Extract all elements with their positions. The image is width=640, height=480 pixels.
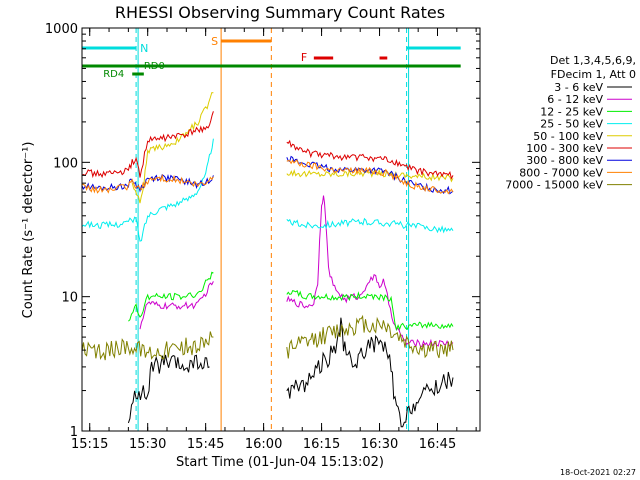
flare-label: F	[301, 51, 307, 64]
x-tick-label: 15:15	[71, 437, 108, 452]
series-line-25-50keV	[81, 138, 214, 242]
y-axis-label: Count Rate (s⁻¹ detector⁻¹)	[21, 142, 36, 319]
series-line-7000-15000keV	[81, 331, 214, 361]
series-line-50-100keV	[131, 92, 214, 204]
legend-entry-label: 800 - 7000 keV	[519, 166, 603, 179]
timestamp: 18-Oct-2021 02:27	[560, 468, 636, 477]
x-tick-label: 16:45	[419, 437, 456, 452]
series-line-25-50keV	[286, 217, 454, 234]
x-tick-label: 16:15	[303, 437, 340, 452]
legend-entry-label: 12 - 25 keV	[540, 105, 603, 118]
series-line-800-7000keV	[82, 173, 214, 194]
legend-header-line: Det 1,3,4,5,6,9,	[550, 54, 636, 67]
series-line-100-300keV	[81, 111, 214, 179]
x-tick-label: 15:45	[187, 437, 224, 452]
series-line-7000-15000keV	[286, 314, 454, 359]
saa-label: S	[211, 35, 218, 48]
legend-entry-label: 300 - 800 keV	[526, 154, 603, 167]
legend-entry-label: 25 - 50 keV	[540, 118, 603, 131]
rd4-label: RD4	[103, 69, 124, 80]
rd0-label: RD0	[144, 61, 165, 72]
series-line-3-6keV	[286, 317, 454, 428]
legend-entry-label: 50 - 100 keV	[533, 130, 603, 143]
x-tick-label: 16:30	[361, 437, 398, 452]
series-line-100-300keV	[286, 139, 454, 180]
series-line-6-12keV	[139, 281, 214, 330]
legend-entry-label: 3 - 6 keV	[554, 81, 603, 94]
series-line-800-7000keV	[286, 159, 454, 195]
series-line-6-12keV	[286, 195, 454, 348]
night-label: N	[140, 42, 148, 55]
y-tick-label: 1000	[45, 22, 78, 37]
legend-entry-label: 7000 - 15000 keV	[505, 179, 603, 192]
series-line-12-25keV	[128, 271, 214, 322]
x-tick-label: 15:30	[129, 437, 166, 452]
series-line-300-800keV	[81, 174, 214, 193]
legend-entry-label: 100 - 300 keV	[526, 142, 603, 155]
legend-header-line: FDecim 1, Att 0	[551, 68, 636, 81]
plot-frame	[81, 27, 481, 432]
legend-entry-label: 6 - 12 keV	[547, 93, 603, 106]
series-line-12-25keV	[286, 289, 454, 332]
chart-title: RHESSI Observing Summary Count Rates	[115, 3, 445, 22]
x-tick-label: 16:00	[245, 437, 282, 452]
x-axis-label: Start Time (01-Jun-04 15:13:02)	[176, 455, 384, 470]
y-tick-label: 1	[70, 425, 78, 440]
y-tick-label: 100	[53, 156, 78, 171]
series-line-50-100keV	[286, 168, 454, 183]
y-tick-label: 10	[61, 291, 78, 306]
series-line-3-6keV	[127, 354, 210, 424]
